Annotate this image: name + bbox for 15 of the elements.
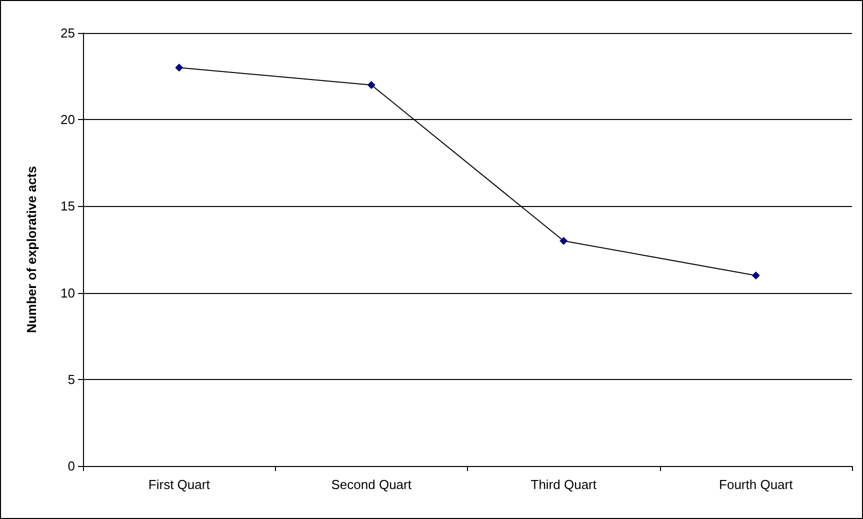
x-tick-label: Fourth Quart [719, 477, 794, 492]
point [367, 80, 376, 89]
y-tick-label: 0 [68, 458, 75, 474]
point [175, 64, 184, 72]
y-axis-title: Number of explorative acts [24, 166, 39, 333]
y-tick-label: 10 [60, 285, 75, 300]
point [752, 271, 760, 280]
y-tick-label: 25 [60, 26, 75, 40]
x-tick-label: First Quart [148, 477, 210, 492]
x-tick-label: Third Quart [530, 477, 597, 492]
y-tick-label: 20 [60, 112, 75, 128]
point [560, 236, 568, 245]
y-tick-label: 5 [68, 372, 75, 387]
x-tick-label: Second Quart [331, 477, 412, 492]
y-tick-label: 15 [60, 198, 75, 214]
